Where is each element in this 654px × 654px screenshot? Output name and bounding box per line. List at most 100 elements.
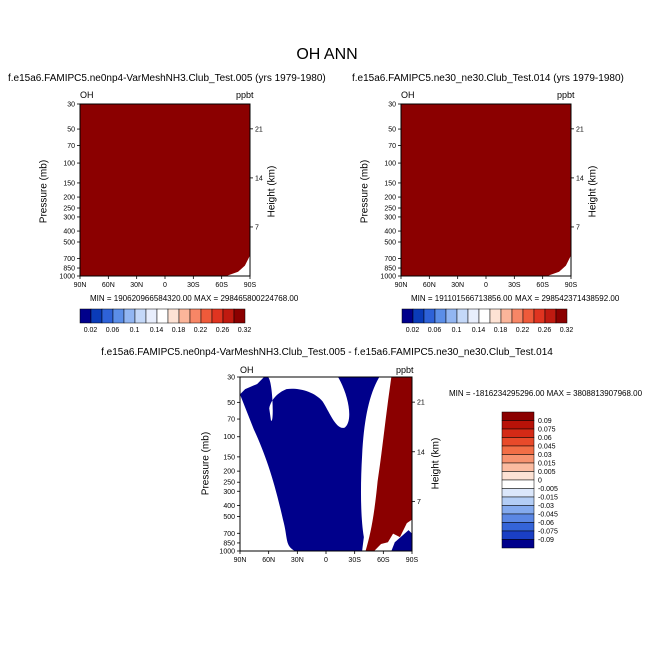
x-tick-label: 90N	[74, 282, 87, 289]
colorbar-box	[167, 308, 180, 324]
colorbar-box	[501, 454, 535, 464]
y2-tick-label: 21	[255, 126, 263, 133]
colorbar-label: 0.1	[452, 327, 462, 334]
colorbar-box	[501, 445, 535, 455]
x-tick-label: 0	[484, 282, 488, 289]
y-tick-label: 70	[227, 417, 235, 424]
y-tick-label: 300	[63, 214, 75, 221]
y-tick-label: 500	[384, 240, 396, 247]
colorbar-label: 0.005	[538, 469, 556, 476]
y-tick-label: 850	[63, 266, 75, 273]
y-tick-label: 1000	[59, 274, 75, 281]
y-tick-label: 400	[63, 229, 75, 236]
colorbar-label: -0.005	[538, 486, 558, 493]
colorbar-box	[200, 308, 213, 324]
panel3-title: f.e15a6.FAMIPC5.ne0np4-VarMeshNH3.Club_T…	[101, 347, 553, 358]
colorbar-box	[522, 308, 535, 324]
colorbar-box	[533, 308, 546, 324]
y-tick-label: 500	[63, 240, 75, 247]
colorbar-label: -0.09	[538, 537, 554, 544]
y2-tick-label: 7	[417, 499, 421, 506]
y-tick-label: 1000	[219, 549, 235, 556]
y-tick-label: 700	[63, 256, 75, 263]
y2-tick-label: 14	[576, 175, 584, 182]
y2-tick-label: 14	[417, 449, 425, 456]
colorbar-box	[79, 308, 92, 324]
colorbar-box	[456, 308, 469, 324]
near-zero-region	[240, 394, 296, 551]
colorbar-box	[501, 530, 535, 540]
colorbar-box	[178, 308, 191, 324]
y-tick-label: 850	[223, 540, 235, 547]
y-tick-label: 100	[384, 161, 396, 168]
x-tick-label: 90N	[395, 282, 408, 289]
colorbar-box	[134, 308, 147, 324]
colorbar-label: 0.26	[538, 327, 552, 334]
y-tick-label: 250	[384, 206, 396, 213]
y-tick-label: 70	[67, 143, 75, 150]
colorbar-label: 0.02	[84, 327, 98, 334]
y2-tick-label: 14	[255, 175, 263, 182]
x-tick-label: 60S	[377, 557, 390, 564]
x-tick-label: 60S	[215, 282, 228, 289]
x-tick-label: 60N	[102, 282, 115, 289]
colorbar-label: 0.14	[472, 327, 486, 334]
panel3-minmax: MIN = -1816234295296.00 MAX = 3808813907…	[449, 389, 643, 398]
colorbar-label: 0.06	[428, 327, 442, 334]
colorbar-box	[501, 428, 535, 438]
colorbar-box	[101, 308, 114, 324]
panel1-units: ppbt	[236, 90, 254, 100]
colorbar-box	[112, 308, 125, 324]
positive-region	[365, 377, 412, 551]
x-tick-label: 60N	[262, 557, 275, 564]
panel3-plot: 305070100150200250300400500700850100090N…	[219, 375, 425, 565]
x-tick-label: 90S	[244, 282, 257, 289]
panel1-plot: 305070100150200250300400500700850100090N…	[59, 102, 263, 290]
y-tick-label: 250	[63, 206, 75, 213]
y2-tick-label: 7	[576, 224, 580, 231]
colorbar-box	[555, 308, 568, 324]
y-tick-label: 200	[63, 195, 75, 202]
colorbar-box	[145, 308, 158, 324]
colorbar-box	[467, 308, 480, 324]
colorbar-box	[233, 308, 246, 324]
field-fill	[401, 104, 571, 276]
panel3-field-label: OH	[240, 365, 254, 375]
y-tick-label: 150	[223, 454, 235, 461]
colorbar-box	[501, 471, 535, 481]
y-tick-label: 300	[384, 214, 396, 221]
panel1-colorbar: 0.02 0.06 0.1 0.14 0.18 0.22 0.26 0.32	[79, 308, 251, 334]
y-tick-label: 50	[227, 400, 235, 407]
colorbar-box	[222, 308, 235, 324]
x-tick-label: 0	[163, 282, 167, 289]
y-tick-label: 1000	[380, 274, 396, 281]
colorbar-box	[544, 308, 557, 324]
y-tick-label: 150	[63, 180, 75, 187]
colorbar-label: 0.02	[406, 327, 420, 334]
colorbar-box	[434, 308, 447, 324]
colorbar-label: 0.09	[538, 418, 552, 425]
x-tick-label: 90S	[406, 557, 419, 564]
colorbar-box	[189, 308, 202, 324]
colorbar-box	[501, 505, 535, 515]
x-tick-label: 0	[324, 557, 328, 564]
panel2-units: ppbt	[557, 90, 575, 100]
page-title: OH ANN	[296, 46, 358, 63]
panel1-title: f.e15a6.FAMIPC5.ne0np4-VarMeshNH3.Club_T…	[8, 73, 326, 84]
y-tick-label: 50	[67, 127, 75, 134]
near-zero-region	[267, 377, 350, 428]
y-tick-label: 30	[388, 102, 396, 109]
colorbar-box	[478, 308, 491, 324]
panel1-min: MIN = 190620966584320.00	[90, 294, 192, 303]
colorbar-box	[511, 308, 524, 324]
x-tick-label: 30S	[508, 282, 521, 289]
y2-tick-label: 7	[255, 224, 259, 231]
panel1-field-label: OH	[80, 90, 94, 100]
colorbar-box	[501, 513, 535, 523]
colorbar-label: 0.26	[216, 327, 230, 334]
colorbar-box	[501, 488, 535, 498]
panel1-max: MAX = 298465800224768.00	[194, 294, 299, 303]
y-tick-label: 30	[227, 375, 235, 382]
colorbar-label: -0.075	[538, 529, 558, 536]
